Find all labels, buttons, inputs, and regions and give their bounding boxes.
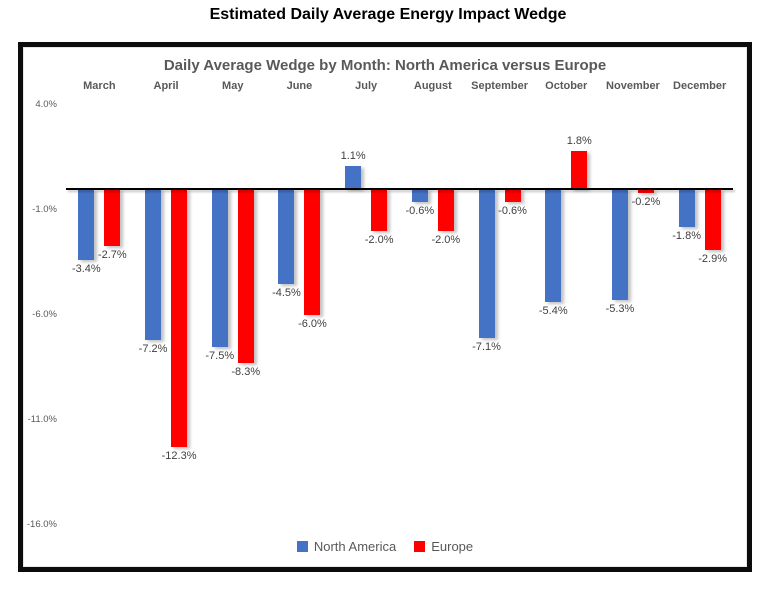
bar-europe-april bbox=[171, 189, 188, 447]
y-axis-tick-label--1-0-: -1.0% bbox=[32, 204, 57, 215]
bar-north-america-may bbox=[211, 189, 228, 347]
month-label-july: July bbox=[355, 80, 378, 92]
bar-north-america-october bbox=[545, 189, 562, 302]
bar-north-america-september bbox=[478, 189, 495, 338]
y-axis-tick-label--6-0-: -6.0% bbox=[32, 309, 57, 320]
plot-area: Daily Average Wedge by Month: North Amer… bbox=[23, 47, 747, 567]
month-label-august: August bbox=[413, 80, 452, 92]
month-label-december: December bbox=[673, 80, 727, 92]
bar-europe-july bbox=[371, 189, 388, 231]
bar-north-america-june bbox=[278, 189, 295, 284]
data-label-north-america-november: -5.3% bbox=[605, 303, 635, 315]
bar-europe-september bbox=[504, 189, 521, 202]
data-label-north-america-july: 1.1% bbox=[340, 150, 366, 162]
legend-swatch-europe-icon bbox=[414, 541, 426, 552]
data-label-north-america-september: -7.1% bbox=[472, 341, 501, 353]
bar-europe-october bbox=[571, 151, 588, 189]
month-label-october: October bbox=[545, 80, 588, 92]
month-label-april: April bbox=[153, 80, 179, 92]
x-axis-zero-line bbox=[66, 188, 733, 190]
data-label-europe-april: -12.3% bbox=[161, 450, 197, 462]
data-label-north-america-march: -3.4% bbox=[71, 263, 101, 275]
legend-item-north-america: North America bbox=[296, 539, 397, 554]
data-label-europe-july: -2.0% bbox=[364, 234, 394, 246]
bar-north-america-november bbox=[611, 189, 628, 300]
legend-label-north-america: North America bbox=[313, 539, 397, 554]
chart-frame: Daily Average Wedge by Month: North Amer… bbox=[18, 42, 752, 572]
bar-europe-december bbox=[704, 189, 721, 250]
bar-europe-may bbox=[237, 189, 254, 363]
legend: North America Europe bbox=[23, 539, 747, 554]
legend-label-europe: Europe bbox=[431, 539, 474, 554]
month-label-june: June bbox=[286, 80, 313, 92]
y-axis-tick-label--11-0-: -11.0% bbox=[27, 414, 57, 425]
bar-europe-november bbox=[637, 189, 654, 193]
bar-north-america-july bbox=[345, 166, 362, 189]
data-label-north-america-october: -5.4% bbox=[538, 305, 568, 317]
chart-title: Daily Average Wedge by Month: North Amer… bbox=[163, 57, 607, 74]
data-label-europe-december: -2.9% bbox=[698, 253, 728, 265]
data-label-europe-september: -0.6% bbox=[498, 205, 527, 217]
bar-europe-june bbox=[304, 189, 321, 315]
data-label-north-america-december: -1.8% bbox=[672, 230, 702, 242]
month-label-september: September bbox=[471, 80, 528, 92]
page-title: Estimated Daily Average Energy Impact We… bbox=[209, 6, 567, 23]
data-label-north-america-august: -0.6% bbox=[405, 205, 435, 217]
y-axis-tick-label--16-0-: -16.0% bbox=[26, 519, 57, 530]
bar-europe-march bbox=[104, 189, 121, 246]
month-label-may: May bbox=[222, 80, 244, 92]
bar-europe-august bbox=[437, 189, 454, 231]
data-label-north-america-may: -7.5% bbox=[205, 350, 235, 362]
month-label-march: March bbox=[83, 80, 116, 92]
legend-item-europe: Europe bbox=[414, 539, 473, 554]
data-label-europe-august: -2.0% bbox=[431, 234, 461, 246]
data-label-europe-october: 1.8% bbox=[566, 135, 592, 147]
bar-north-america-april bbox=[145, 189, 162, 340]
data-label-north-america-april: -7.2% bbox=[138, 343, 168, 355]
data-label-europe-may: -8.3% bbox=[231, 366, 261, 378]
data-label-north-america-june: -4.5% bbox=[272, 287, 301, 299]
data-label-europe-june: -6.0% bbox=[298, 318, 327, 330]
legend-swatch-north-america-icon bbox=[296, 541, 308, 552]
data-label-europe-november: -0.2% bbox=[631, 196, 661, 208]
y-axis-tick-label-4-0-: 4.0% bbox=[35, 99, 57, 110]
data-label-europe-march: -2.7% bbox=[97, 249, 127, 261]
bar-north-america-august bbox=[411, 189, 428, 202]
month-label-november: November bbox=[606, 80, 660, 92]
bar-north-america-december bbox=[678, 189, 695, 227]
bar-north-america-march bbox=[78, 189, 95, 260]
